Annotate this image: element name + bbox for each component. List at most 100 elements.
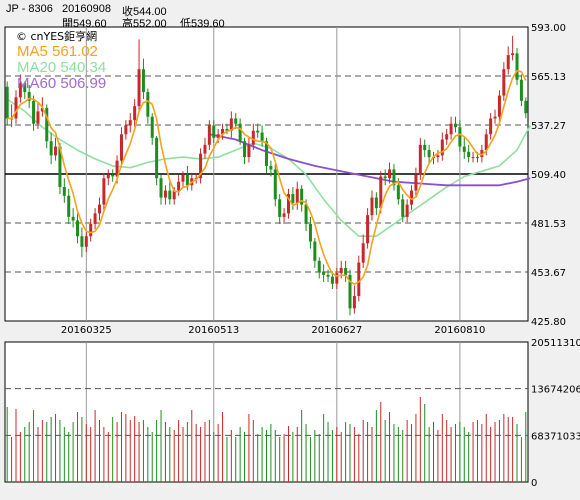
candle-body [137,69,141,107]
candle-body [304,204,308,224]
candle-body [519,79,523,101]
candle-body [106,174,110,179]
candle-body [493,116,497,119]
candle-body [168,190,172,200]
volume-tick-label: 136742067 [531,385,580,396]
candle-body [199,153,203,179]
candle-body [396,185,400,200]
candle-body [221,128,225,135]
volume-bars [6,397,527,482]
candle-body [489,118,493,135]
candle-body [247,144,251,158]
candle-body [366,215,370,244]
candle-body [159,178,163,198]
candle-body [278,199,282,217]
candle-body [119,134,123,161]
candle-body [515,53,519,80]
candle-body [216,134,220,138]
quote-date: 20160908 [62,3,111,15]
candle-body [133,106,137,121]
candle-body [185,174,189,186]
candle-body [480,150,484,158]
candle-body [5,86,9,119]
candle-body [45,107,49,142]
candle-body [89,223,93,237]
date-tick-label: 20160325 [61,325,112,336]
candle-body [203,144,207,154]
candle-body [251,130,255,145]
legend-ma60: MA60 506.99 [17,75,106,92]
candle-body [383,176,387,179]
candle-body [115,160,119,177]
volume-tick-label: 0 [531,478,537,489]
candle-body [453,123,457,128]
candle-body [23,83,27,93]
candle-body [344,267,348,275]
candle-body [212,125,216,138]
price-tick-label: 425.80 [531,317,566,328]
candle-body [440,139,444,156]
candle-body [32,100,36,124]
candle-body [58,146,62,188]
candle-body [497,95,501,117]
candle-body [102,178,106,205]
candle-body [111,174,115,177]
date-tick-label: 20160513 [188,325,239,336]
legend-ma5: MA5 561.02 [17,43,98,60]
candle-body [80,236,84,247]
candle-body [317,260,321,272]
candle-body [401,199,405,217]
stock-symbol: JP - 8306 [6,3,53,15]
candle-body [256,130,260,133]
candle-body [265,141,268,166]
candle-body [286,194,290,214]
candle-body [67,195,71,217]
candle-body [36,111,40,124]
candle-body [502,69,506,96]
candle-body [471,157,475,159]
close-price: 收544.00 [122,6,167,18]
candle-body [392,169,396,186]
legend-ma20: MA20 540.34 [17,59,106,76]
candle-body [511,53,515,56]
candle-body [352,296,356,309]
watermark: © cnYES鉅亨網 [16,29,97,43]
candle-body [524,100,528,114]
candle-body [177,181,181,191]
candle-body [97,204,101,214]
candle-body [370,197,374,216]
candle-body [357,262,361,297]
candle-body [326,274,330,277]
candle-body [445,134,449,140]
candle-body [54,146,58,156]
candle-body [141,69,145,93]
candle-body [71,216,75,221]
candle-body [27,92,31,101]
candle-body [62,187,66,196]
candle-body [379,176,383,209]
candle-body [207,125,211,145]
candle-body [423,144,427,151]
candle-body [84,236,88,247]
candle-body [339,267,343,274]
candlesticks [5,35,528,316]
date-tick-label: 20160627 [311,325,362,336]
candle-body [388,169,392,179]
candle-body [330,276,334,284]
axis-labels: 593.00 565.13 537.27 509.40 481.53 453.67 425.… [61,23,580,489]
candle-body [18,83,22,98]
ma5-line [7,69,527,285]
candle-body [49,141,53,156]
candle-body [243,141,247,158]
candle-body [260,132,264,142]
price-tick-label: 509.40 [531,170,566,181]
candle-body [427,150,431,158]
candle-body [449,123,453,135]
candle-body [436,155,440,158]
candle-body [14,97,18,119]
candle-body [269,165,273,170]
candle-body [225,128,229,131]
candle-body [462,146,466,152]
volume-tick-label: 205113100 [531,338,580,349]
candle-body [418,144,422,175]
